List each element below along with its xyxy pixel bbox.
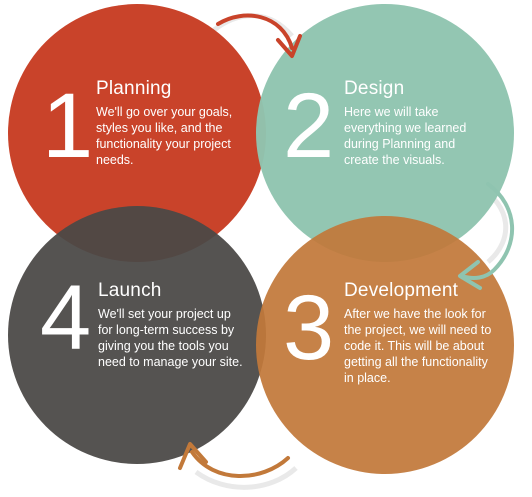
step-2-text: Design Here we will take everything we l… [344,78,484,168]
step-4-number: 4 [40,267,92,369]
step-1-title: Planning [96,78,172,99]
step-2-number: 2 [283,75,335,177]
step-3-text: Development After we have the look for t… [344,280,494,386]
circle-step-4 [8,206,266,464]
circle-step-2 [256,4,514,262]
step-4-description: We'll set your project up for long-term … [98,307,243,369]
arrow-2-to-3-head [458,260,482,290]
step-1-description: We'll go over your goals, styles you lik… [96,105,233,167]
arrow-1-to-2 [216,13,294,50]
step-4-title: Launch [98,280,162,301]
arrow-3-to-4 [190,450,290,478]
circle-step-3 [256,216,514,474]
step-3-title: Development [344,280,459,301]
step-2-description: Here we will take everything we learned … [344,105,467,167]
step-3-description: After we have the look for the project, … [344,307,492,385]
arrow-1-to-2-head [276,34,302,58]
step-1-text: Planning We'll go over your goals, style… [96,78,256,168]
step-2-title: Design [344,78,405,99]
arrow-2-to-3 [460,182,515,280]
circle-step-1 [8,4,266,262]
step-3-number: 3 [283,277,335,379]
connector-arc-3-4 [194,466,298,490]
step-4-text: Launch We'll set your project up for lon… [98,280,248,370]
arrow-3-to-4-head [178,442,208,470]
step-1-number: 1 [42,75,94,177]
